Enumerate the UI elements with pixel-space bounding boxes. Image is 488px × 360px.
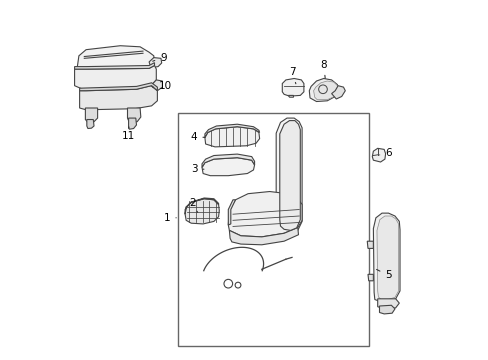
Polygon shape bbox=[376, 216, 398, 300]
Polygon shape bbox=[151, 80, 162, 91]
Polygon shape bbox=[331, 86, 345, 99]
Polygon shape bbox=[202, 154, 254, 167]
Polygon shape bbox=[379, 305, 394, 314]
Polygon shape bbox=[128, 118, 136, 129]
Polygon shape bbox=[228, 200, 235, 225]
Polygon shape bbox=[202, 158, 254, 176]
Polygon shape bbox=[229, 228, 298, 245]
Polygon shape bbox=[85, 108, 98, 122]
Text: 6: 6 bbox=[379, 148, 391, 158]
Text: 1: 1 bbox=[163, 213, 176, 223]
Polygon shape bbox=[367, 274, 373, 281]
Polygon shape bbox=[288, 95, 293, 97]
Text: 5: 5 bbox=[376, 269, 391, 280]
Text: 7: 7 bbox=[288, 67, 295, 84]
Polygon shape bbox=[373, 213, 399, 302]
Polygon shape bbox=[377, 299, 399, 310]
Text: 4: 4 bbox=[190, 132, 204, 142]
Polygon shape bbox=[80, 83, 157, 91]
Polygon shape bbox=[282, 78, 303, 96]
Polygon shape bbox=[366, 241, 373, 248]
Text: 3: 3 bbox=[190, 164, 203, 174]
Polygon shape bbox=[185, 198, 218, 214]
Polygon shape bbox=[87, 120, 94, 129]
Polygon shape bbox=[228, 192, 302, 237]
Polygon shape bbox=[204, 127, 259, 147]
Polygon shape bbox=[127, 108, 141, 122]
Polygon shape bbox=[276, 118, 302, 233]
Bar bbox=[178, 113, 368, 346]
Polygon shape bbox=[75, 63, 154, 69]
Polygon shape bbox=[371, 148, 385, 162]
Text: 9: 9 bbox=[152, 53, 166, 63]
Polygon shape bbox=[80, 86, 157, 110]
Polygon shape bbox=[309, 78, 338, 102]
Text: 2: 2 bbox=[188, 198, 197, 212]
Polygon shape bbox=[185, 199, 219, 224]
Polygon shape bbox=[149, 58, 162, 68]
Text: 11: 11 bbox=[122, 127, 135, 141]
Polygon shape bbox=[75, 66, 156, 91]
Polygon shape bbox=[313, 81, 337, 100]
Text: 10: 10 bbox=[152, 81, 171, 91]
Polygon shape bbox=[204, 124, 259, 138]
Text: 8: 8 bbox=[320, 60, 326, 78]
Polygon shape bbox=[279, 121, 300, 230]
Polygon shape bbox=[77, 46, 154, 69]
